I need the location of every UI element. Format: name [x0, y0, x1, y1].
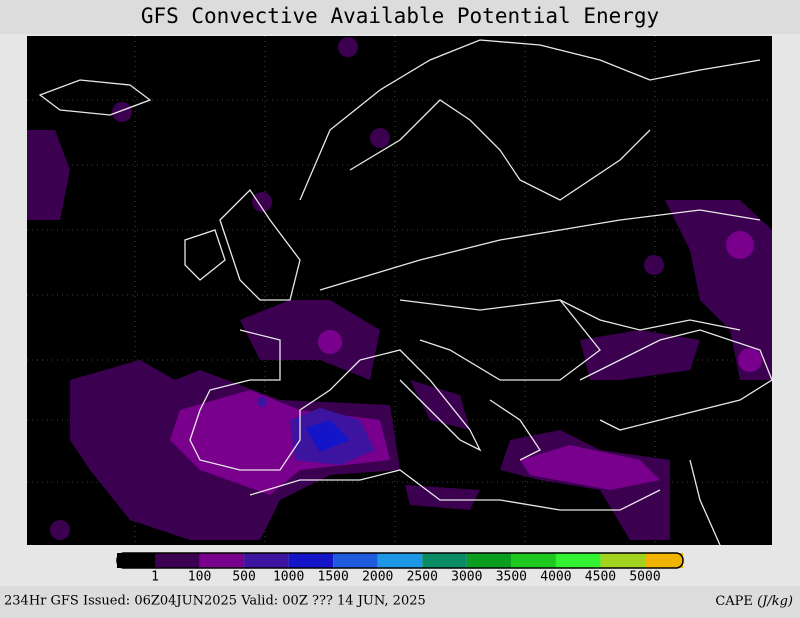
colorbar-segment — [466, 553, 512, 568]
colorbar-label: 4500 — [585, 570, 616, 585]
field-units: (J/kg) — [757, 594, 793, 609]
colorbar-segment — [422, 553, 467, 568]
colorbar-label: 1 — [151, 570, 159, 585]
colorbar-label: 1500 — [318, 570, 349, 585]
colorbar-label: 3500 — [496, 570, 527, 585]
colorbar-segment — [511, 553, 556, 568]
coastlines — [38, 39, 773, 546]
colorbar-segment — [645, 553, 683, 568]
colorbar-label: 4000 — [540, 570, 571, 585]
title: GFS Convective Available Potential Energ… — [141, 4, 659, 28]
colorbar: 1 100 500 1000 1500 2000 2500 3000 3500 4000 4500 5… — [116, 552, 684, 585]
cape-500-1500 — [257, 397, 375, 465]
colorbar-segment — [600, 553, 645, 568]
colorbar-label: 3000 — [451, 570, 482, 585]
colorbar-label: 100 — [188, 570, 211, 585]
colorbar-segment — [377, 553, 423, 568]
colorbar-label: 2500 — [407, 570, 438, 585]
colorbar-label: 1000 — [273, 570, 304, 585]
colorbar-label: 5000 — [629, 570, 660, 585]
colorbar-segment — [117, 553, 155, 568]
colorbar-segment — [155, 553, 200, 568]
colorbar-segment — [288, 553, 334, 568]
colorbar-label: 2000 — [362, 570, 393, 585]
footer-bar — [0, 586, 800, 618]
colorbar-outline — [116, 552, 684, 569]
colorbar-label: 500 — [232, 570, 255, 585]
colorbar-segment — [199, 553, 245, 568]
colorbar-segment — [244, 553, 289, 568]
colorbar-segment — [333, 553, 378, 568]
issued-text: 234Hr GFS Issued: 06Z04JUN2025 Valid: 00… — [4, 594, 426, 609]
map — [27, 36, 773, 546]
field-label: CAPE (J/kg) — [715, 594, 793, 609]
field-name: CAPE — [715, 594, 753, 609]
colorbar-segment — [555, 553, 601, 568]
title-bar — [0, 0, 800, 34]
